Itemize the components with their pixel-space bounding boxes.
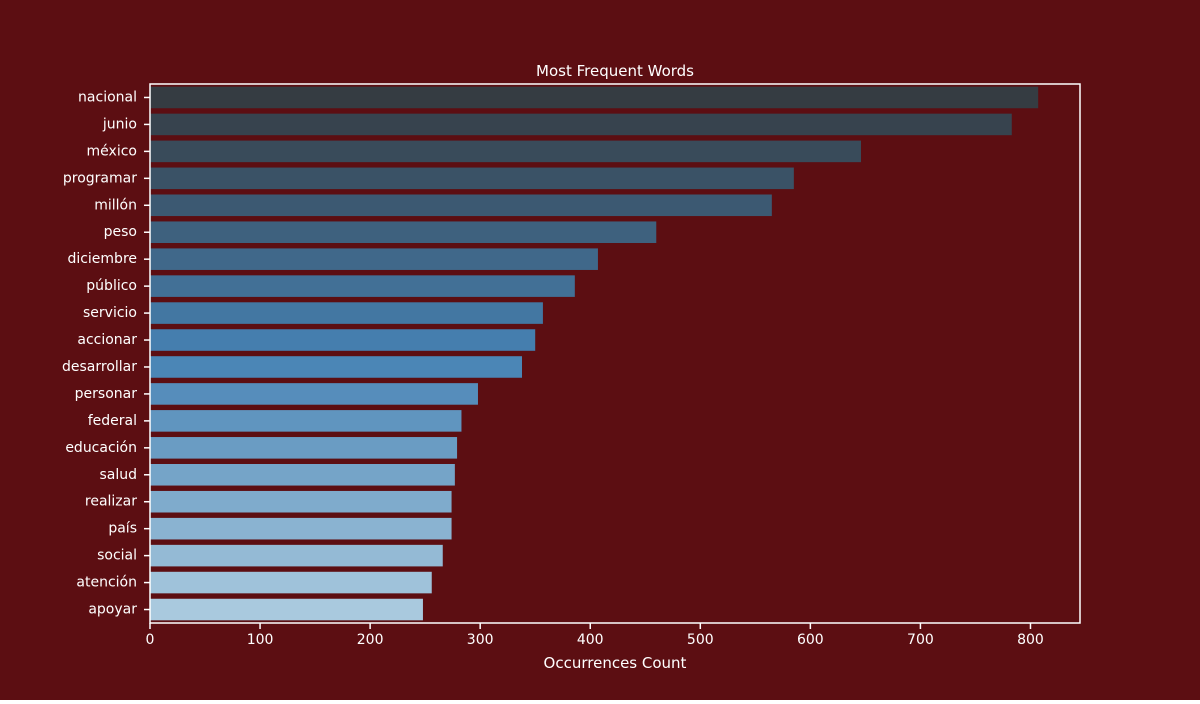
x-axis-label: Occurrences Count (544, 654, 687, 672)
bar-peso (150, 221, 657, 244)
bar-educación (150, 437, 458, 459)
x-tick-label: 700 (907, 632, 934, 648)
plot-frame (149, 83, 1081, 624)
y-tick-label: público (86, 278, 137, 294)
y-tick-label: programar (63, 170, 137, 186)
y-tick-label: millón (94, 197, 137, 213)
bar-programar (150, 167, 794, 190)
bar-nacional (150, 86, 1039, 109)
y-tick-label: apoyar (88, 602, 137, 618)
x-tick-label: 300 (467, 632, 494, 648)
y-tick-label: realizar (85, 494, 137, 510)
y-tick-label: peso (104, 224, 137, 240)
bar-salud (150, 463, 455, 486)
x-tick-label: 500 (687, 632, 714, 648)
bar-méxico (150, 140, 861, 163)
bar-accionar (150, 329, 536, 351)
bar-desarrollar (150, 356, 522, 378)
y-tick-label: diciembre (67, 251, 137, 267)
y-tick-label: nacional (78, 89, 137, 105)
bar-atención (150, 571, 432, 594)
bar-realizar (150, 490, 452, 513)
bar-servicio (150, 302, 543, 324)
x-tick-label: 0 (146, 632, 155, 648)
x-tick-label: 600 (797, 632, 824, 648)
y-tick-label: país (108, 521, 137, 537)
y-tick-label: méxico (87, 143, 137, 159)
y-tick-label: social (97, 548, 137, 564)
bar-país (150, 517, 452, 540)
bar-diciembre (150, 248, 598, 270)
x-tick-label: 100 (247, 632, 274, 648)
y-tick-label: personar (75, 386, 138, 402)
bars-layer (150, 86, 1039, 621)
x-tick-label: 200 (357, 632, 384, 648)
y-tick-label: servicio (83, 305, 137, 321)
chart-title: Most Frequent Words (536, 62, 694, 80)
y-tick-label: atención (76, 575, 137, 591)
bar-federal (150, 410, 462, 432)
bar-millón (150, 194, 772, 217)
y-tick-label: salud (99, 467, 137, 483)
y-tick-label: educación (65, 440, 137, 456)
y-axis: nacional junio méxico programar millón peso di… (62, 89, 150, 618)
bar-personar (150, 383, 478, 405)
bar-junio (150, 113, 1012, 136)
bar-apoyar (150, 598, 423, 621)
x-axis: 0 100 200 300 400 500 600 700 800 (146, 623, 1044, 648)
bar-social (150, 544, 443, 567)
x-tick-label: 400 (577, 632, 604, 648)
y-tick-label: federal (88, 413, 137, 429)
y-tick-label: accionar (77, 332, 137, 348)
x-tick-label: 800 (1017, 632, 1044, 648)
y-tick-label: desarrollar (62, 359, 137, 375)
bar-público (150, 275, 575, 297)
y-tick-label: junio (102, 116, 137, 132)
